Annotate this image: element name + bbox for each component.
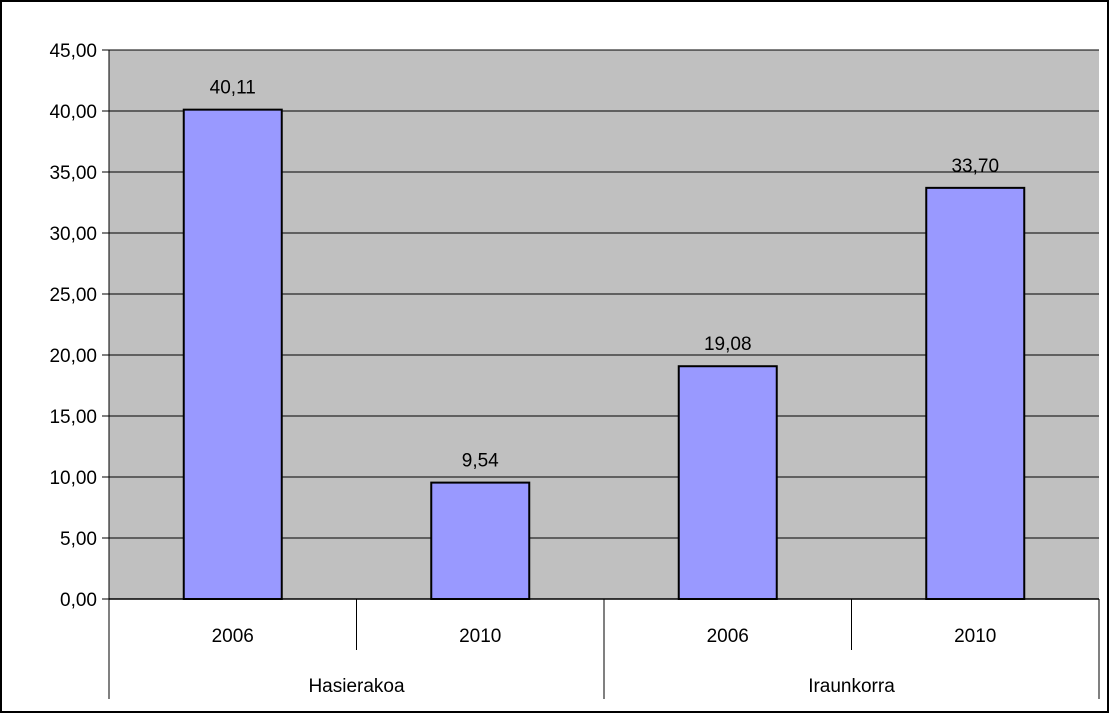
axes [102, 49, 1100, 699]
bar-1 [182, 108, 283, 601]
y-tick-label: 25,00 [49, 285, 97, 306]
y-tick-label: 15,00 [49, 407, 97, 428]
bar-4 [925, 186, 1026, 601]
x-tick-label: 2006 [707, 626, 749, 647]
data-label: 40,11 [210, 78, 256, 99]
data-label: 9,54 [462, 451, 499, 472]
group-label: Hasierakoa [308, 676, 405, 697]
x-tick-label: 2010 [459, 626, 501, 647]
y-tick-label: 10,00 [49, 468, 97, 489]
x-tick-label: 2006 [212, 626, 254, 647]
data-labels: 40,11 9,54 19,08 33,70 [210, 78, 999, 472]
data-label: 33,70 [951, 156, 999, 177]
bars [182, 108, 1026, 601]
y-tick-label: 45,00 [49, 41, 97, 62]
x-axis-tick-labels: 2006 2010 2006 2010 [212, 626, 997, 647]
bar-3 [677, 365, 778, 600]
y-tick-label: 0,00 [60, 590, 97, 611]
group-label: Iraunkorra [808, 676, 895, 697]
bar-2 [430, 481, 531, 600]
y-tick-label: 35,00 [49, 163, 97, 184]
y-tick-label: 20,00 [49, 346, 97, 367]
x-axis-group-labels: Hasierakoa Iraunkorra [308, 676, 895, 697]
y-tick-label: 40,00 [49, 102, 97, 123]
y-tick-label: 5,00 [60, 529, 97, 550]
x-tick-label: 2010 [954, 626, 996, 647]
y-axis-tick-labels: 0,00 5,00 10,00 15,00 20,00 25,00 30,00 35,00 40… [49, 41, 97, 611]
data-label: 19,08 [704, 334, 752, 355]
y-tick-label: 30,00 [49, 224, 97, 245]
